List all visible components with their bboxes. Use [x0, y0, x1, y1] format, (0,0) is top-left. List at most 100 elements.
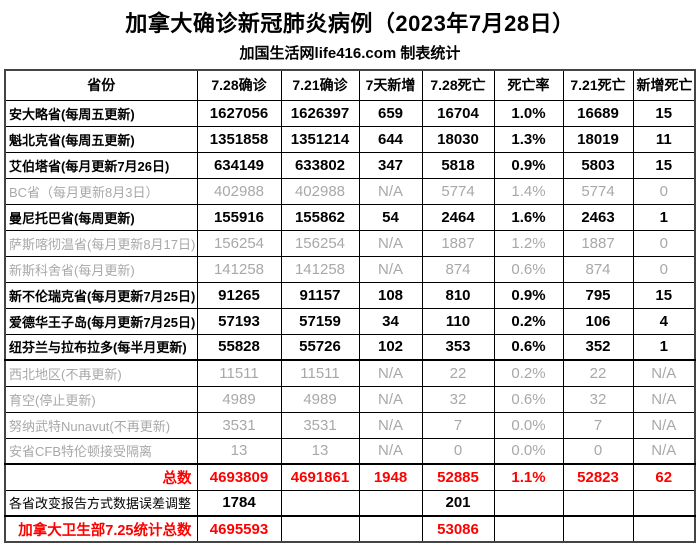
value-cell [632, 515, 696, 543]
table-row: 育空(停止更新) 4989 4989 N/A 32 0.6% 32 N/A [4, 385, 696, 413]
value-cell: 53086 [421, 515, 495, 543]
table-row: 新不伦瑞克省(每月更新7月25日) 91265 91157 108 810 0.9% 795… [4, 281, 696, 309]
value-cell: 32 [562, 385, 634, 413]
value-cell: 4695593 [196, 515, 282, 543]
value-cell: 16704 [421, 99, 495, 127]
table-row: 安省CFB特伦顿接受隔离 13 13 N/A 0 0.0% 0 N/A [4, 437, 696, 465]
table-row: 安大略省(每周五更新) 1627056 1626397 659 16704 1.0% 166… [4, 99, 696, 127]
value-cell: 18030 [421, 125, 495, 153]
value-cell: 810 [421, 281, 495, 309]
value-cell: 633802 [280, 151, 360, 179]
value-cell: N/A [358, 177, 423, 205]
value-cell: 1948 [358, 463, 423, 491]
value-cell: 57159 [280, 307, 360, 335]
value-cell: 5774 [562, 177, 634, 205]
value-cell [562, 515, 634, 543]
value-cell: 402988 [196, 177, 282, 205]
value-cell: 141258 [196, 255, 282, 283]
value-cell: 795 [562, 281, 634, 309]
value-cell: 15 [632, 151, 696, 179]
value-cell: 52823 [562, 463, 634, 491]
value-cell: N/A [358, 385, 423, 413]
header-new-deaths: 新增死亡 [632, 69, 696, 101]
table-row: 加拿大卫生部7.25统计总数 4695593 53086 [4, 515, 696, 543]
table-row: 萨斯喀彻温省(每月更新8月17日) 156254 156254 N/A 1887 1.2%… [4, 229, 696, 257]
value-cell: 141258 [280, 255, 360, 283]
value-cell: N/A [358, 255, 423, 283]
value-cell: 4989 [196, 385, 282, 413]
value-cell: 7 [421, 411, 495, 439]
value-cell: 102 [358, 333, 423, 361]
value-cell: 874 [562, 255, 634, 283]
value-cell: N/A [358, 437, 423, 465]
header-province: 省份 [4, 69, 198, 101]
value-cell: 155916 [196, 203, 282, 231]
value-cell: 659 [358, 99, 423, 127]
value-cell: N/A [358, 411, 423, 439]
province-cell: 各省改变报告方式数据误差调整 [4, 489, 198, 517]
province-cell: 新斯科舍省(每月更新) [4, 255, 198, 283]
province-cell: 努纳武特Nunavut(不再更新) [4, 411, 198, 439]
value-cell: 91265 [196, 281, 282, 309]
value-cell: 353 [421, 333, 495, 361]
value-cell: 7 [562, 411, 634, 439]
value-cell [632, 489, 696, 517]
province-cell: 安大略省(每周五更新) [4, 99, 198, 127]
province-cell: 加拿大卫生部7.25统计总数 [4, 515, 198, 543]
value-cell: 347 [358, 151, 423, 179]
value-cell: N/A [358, 359, 423, 387]
value-cell: N/A [632, 385, 696, 413]
value-cell: 156254 [280, 229, 360, 257]
value-cell [358, 489, 423, 517]
province-cell: 爱德华王子岛(每月更新7月25日) [4, 307, 198, 335]
value-cell: 5818 [421, 151, 495, 179]
province-cell: 艾伯塔省(每月更新7月26日) [4, 151, 198, 179]
value-cell: 634149 [196, 151, 282, 179]
value-cell: 156254 [196, 229, 282, 257]
value-cell: 0.2% [493, 307, 564, 335]
header-confirmed-721: 7.21确诊 [280, 69, 360, 101]
value-cell: 55726 [280, 333, 360, 361]
value-cell: 0 [632, 177, 696, 205]
table-row: 各省改变报告方式数据误差调整 1784 201 [4, 489, 696, 517]
value-cell: 1887 [421, 229, 495, 257]
value-cell: 5774 [421, 177, 495, 205]
table-row: BC省（每月更新8月3日） 402988 402988 N/A 5774 1.4% 5774… [4, 177, 696, 205]
header-deaths-728: 7.28死亡 [421, 69, 495, 101]
value-cell: 106 [562, 307, 634, 335]
value-cell [280, 515, 360, 543]
value-cell: 1784 [196, 489, 282, 517]
value-cell: 0.6% [493, 385, 564, 413]
table-row: 总数 4693809 4691861 1948 52885 1.1% 52823 62 [4, 463, 696, 491]
value-cell: 1.6% [493, 203, 564, 231]
value-cell [493, 489, 564, 517]
table-row: 努纳武特Nunavut(不再更新) 3531 3531 N/A 7 0.0% 7 N/A [4, 411, 696, 439]
province-cell: BC省（每月更新8月3日） [4, 177, 198, 205]
value-cell: 57193 [196, 307, 282, 335]
province-cell: 纽芬兰与拉布拉多(每半月更新) [4, 333, 198, 361]
table-row: 爱德华王子岛(每月更新7月25日) 57193 57159 34 110 0.2% 106 4 [4, 307, 696, 335]
value-cell: 0.0% [493, 411, 564, 439]
value-cell: 0.6% [493, 255, 564, 283]
value-cell: 22 [421, 359, 495, 387]
value-cell: 15 [632, 99, 696, 127]
value-cell: 0.9% [493, 151, 564, 179]
value-cell: 0.9% [493, 281, 564, 309]
table-row: 西北地区(不再更新) 11511 11511 N/A 22 0.2% 22 N/A [4, 359, 696, 387]
value-cell: 0 [632, 229, 696, 257]
table-row: 艾伯塔省(每月更新7月26日) 634149 633802 347 5818 0.9% 58… [4, 151, 696, 179]
value-cell: 644 [358, 125, 423, 153]
value-cell: 2464 [421, 203, 495, 231]
province-cell: 魁北克省(每周五更新) [4, 125, 198, 153]
value-cell [358, 515, 423, 543]
province-cell: 安省CFB特伦顿接受隔离 [4, 437, 198, 465]
value-cell: 4691861 [280, 463, 360, 491]
value-cell: 1.4% [493, 177, 564, 205]
value-cell: 1.1% [493, 463, 564, 491]
table-row: 纽芬兰与拉布拉多(每半月更新) 55828 55726 102 353 0.6% 352 1 [4, 333, 696, 361]
header-confirmed-728: 7.28确诊 [196, 69, 282, 101]
province-cell: 西北地区(不再更新) [4, 359, 198, 387]
value-cell: 0.0% [493, 437, 564, 465]
value-cell: 11511 [196, 359, 282, 387]
page-title: 加拿大确诊新冠肺炎病例（2023年7月28日） [125, 11, 575, 36]
